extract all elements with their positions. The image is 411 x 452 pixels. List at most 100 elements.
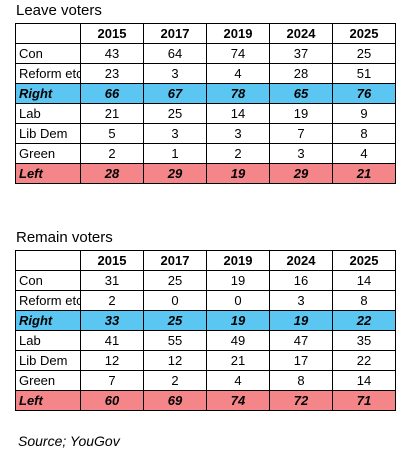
table-cell: 64 (143, 43, 207, 64)
table-cell: 8 (332, 290, 396, 311)
table-cell: 7 (80, 370, 144, 391)
table-cell: 4 (206, 370, 270, 391)
header-row: 2015 2017 2019 2024 2025 (15, 250, 396, 271)
table-cell: 21 (206, 350, 270, 371)
year-header: 2015 (80, 23, 144, 44)
table-cell: 37 (269, 43, 333, 64)
row-label: Lib Dem (15, 350, 81, 371)
row-label: Right (15, 310, 81, 331)
row-label: Lab (15, 103, 81, 124)
row-label: Con (15, 270, 81, 291)
row-label: Lab (15, 330, 81, 351)
table-cell: 67 (143, 83, 207, 104)
table-row-reform: Reform etc 2 0 0 3 8 (15, 290, 396, 311)
table-cell: 78 (206, 83, 270, 104)
table-row-con: Con 43 64 74 37 25 (15, 43, 396, 64)
remain-voters-table: 2015 2017 2019 2024 2025 Con 31 25 19 16… (15, 250, 396, 411)
table-cell: 72 (269, 390, 333, 411)
table-cell: 19 (269, 310, 333, 331)
row-label: Right (15, 83, 81, 104)
table-cell: 25 (332, 43, 396, 64)
table-cell: 23 (80, 63, 144, 84)
table-cell: 2 (80, 290, 144, 311)
table-cell: 2 (80, 143, 144, 164)
table-cell: 49 (206, 330, 270, 351)
row-label: Green (15, 143, 81, 164)
table-cell: 8 (269, 370, 333, 391)
table-cell: 7 (269, 123, 333, 144)
table-row-lab: Lab 41 55 49 47 35 (15, 330, 396, 351)
table-cell: 3 (269, 143, 333, 164)
table-cell: 25 (143, 310, 207, 331)
table-cell: 29 (269, 163, 333, 184)
row-label: Lib Dem (15, 123, 81, 144)
table-row-con: Con 31 25 19 16 14 (15, 270, 396, 291)
table-row-green: Green 2 1 2 3 4 (15, 143, 396, 164)
header-corner (15, 23, 81, 44)
table-cell: 14 (332, 370, 396, 391)
table-cell: 19 (206, 270, 270, 291)
table-cell: 66 (80, 83, 144, 104)
table-cell: 71 (332, 390, 396, 411)
table-row-left-total: Left 28 29 19 29 21 (15, 163, 396, 184)
table-cell: 21 (332, 163, 396, 184)
table-cell: 29 (143, 163, 207, 184)
table-cell: 3 (143, 123, 207, 144)
table-cell: 69 (143, 390, 207, 411)
source-note: Source; YouGov (18, 433, 120, 449)
year-header: 2017 (143, 250, 207, 271)
year-header: 2017 (143, 23, 207, 44)
table-cell: 4 (206, 63, 270, 84)
header-corner (15, 250, 81, 271)
table-cell: 8 (332, 123, 396, 144)
table-cell: 3 (143, 63, 207, 84)
remain-voters-title: Remain voters (16, 229, 113, 246)
year-header: 2025 (332, 23, 396, 44)
table-row-lab: Lab 21 25 14 19 9 (15, 103, 396, 124)
table-cell: 21 (80, 103, 144, 124)
table-cell: 25 (143, 270, 207, 291)
table-cell: 51 (332, 63, 396, 84)
row-label: Reform etc (15, 63, 81, 84)
table-cell: 14 (332, 270, 396, 291)
table-cell: 3 (269, 290, 333, 311)
table-row-right-total: Right 33 25 19 19 22 (15, 310, 396, 331)
table-cell: 28 (80, 163, 144, 184)
table-cell: 60 (80, 390, 144, 411)
table-cell: 5 (80, 123, 144, 144)
table-cell: 12 (80, 350, 144, 371)
row-label: Con (15, 43, 81, 64)
table-cell: 3 (206, 123, 270, 144)
table-cell: 0 (206, 290, 270, 311)
year-header: 2019 (206, 250, 270, 271)
year-header: 2024 (269, 250, 333, 271)
table-cell: 25 (143, 103, 207, 124)
table-cell: 0 (143, 290, 207, 311)
table-cell: 12 (143, 350, 207, 371)
row-label: Green (15, 370, 81, 391)
table-cell: 22 (332, 310, 396, 331)
table-cell: 22 (332, 350, 396, 371)
table-cell: 47 (269, 330, 333, 351)
table-cell: 19 (269, 103, 333, 124)
table-cell: 2 (206, 143, 270, 164)
table-cell: 43 (80, 43, 144, 64)
table-cell: 74 (206, 390, 270, 411)
table-row-green: Green 7 2 4 8 14 (15, 370, 396, 391)
table-cell: 65 (269, 83, 333, 104)
table-cell: 2 (143, 370, 207, 391)
table-cell: 1 (143, 143, 207, 164)
table-cell: 35 (332, 330, 396, 351)
table-row-lib-dem: Lib Dem 12 12 21 17 22 (15, 350, 396, 371)
row-label: Left (15, 163, 81, 184)
table-cell: 28 (269, 63, 333, 84)
table-cell: 55 (143, 330, 207, 351)
table-cell: 76 (332, 83, 396, 104)
row-label: Reform etc (15, 290, 81, 311)
header-row: 2015 2017 2019 2024 2025 (15, 23, 396, 44)
table-cell: 33 (80, 310, 144, 331)
year-header: 2019 (206, 23, 270, 44)
table-cell: 17 (269, 350, 333, 371)
table-row-right-total: Right 66 67 78 65 76 (15, 83, 396, 104)
year-header: 2024 (269, 23, 333, 44)
